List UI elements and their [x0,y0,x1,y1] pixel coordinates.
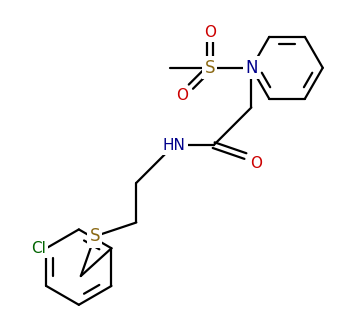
Text: S: S [204,59,215,77]
Text: S: S [89,227,100,245]
Text: O: O [176,88,188,103]
Text: O: O [204,25,216,40]
Text: Cl: Cl [31,241,46,256]
Text: HN: HN [163,138,185,153]
Text: N: N [245,59,258,77]
Text: O: O [250,156,262,170]
